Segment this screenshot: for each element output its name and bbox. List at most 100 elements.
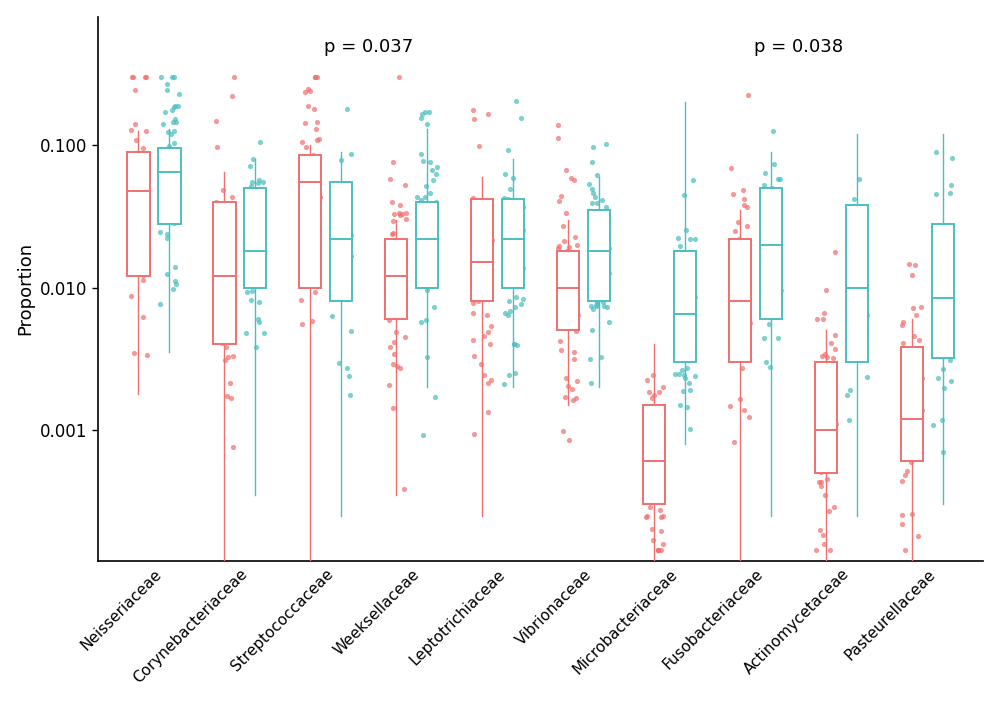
Point: [687, 370, 703, 382]
Point: [943, 326, 959, 337]
Point: [756, 179, 772, 191]
Point: [938, 288, 954, 299]
Point: [137, 199, 153, 210]
Point: [739, 315, 755, 326]
Point: [673, 324, 689, 335]
Point: [208, 273, 224, 285]
Point: [564, 309, 580, 321]
Point: [653, 544, 669, 555]
Point: [300, 100, 316, 111]
Point: [652, 504, 668, 515]
Point: [937, 279, 953, 290]
Point: [907, 260, 923, 271]
Point: [418, 280, 434, 291]
Point: [338, 189, 354, 200]
Point: [207, 240, 223, 252]
Point: [122, 182, 138, 193]
Point: [415, 155, 431, 166]
Point: [944, 152, 960, 163]
Point: [397, 331, 413, 342]
Point: [212, 327, 228, 338]
Point: [636, 406, 652, 417]
Point: [558, 259, 574, 270]
Point: [754, 259, 770, 270]
Point: [766, 158, 782, 169]
Point: [598, 202, 614, 213]
Point: [679, 337, 695, 348]
Point: [677, 373, 693, 384]
Point: [894, 476, 910, 487]
Point: [224, 90, 240, 101]
Point: [220, 326, 236, 337]
Point: [515, 263, 531, 274]
Point: [340, 243, 356, 254]
Point: [909, 364, 925, 375]
Point: [301, 262, 317, 273]
Point: [685, 323, 701, 335]
Point: [422, 225, 438, 236]
Bar: [557, 251, 579, 330]
Point: [654, 423, 670, 434]
Point: [896, 391, 912, 402]
Point: [417, 191, 433, 202]
Point: [385, 402, 401, 413]
Point: [903, 367, 919, 378]
Point: [333, 191, 349, 202]
Point: [166, 217, 182, 228]
Point: [161, 141, 177, 152]
Point: [682, 423, 698, 434]
Point: [398, 207, 414, 219]
Point: [253, 219, 269, 231]
Point: [653, 525, 669, 536]
Point: [125, 72, 141, 83]
Point: [550, 243, 566, 254]
Point: [308, 123, 324, 134]
Point: [465, 335, 481, 346]
Point: [503, 219, 519, 231]
Point: [934, 271, 950, 282]
Point: [391, 236, 407, 247]
Point: [938, 243, 954, 254]
Point: [764, 187, 780, 198]
Point: [159, 79, 175, 90]
Point: [218, 342, 234, 353]
Point: [687, 233, 703, 245]
Point: [164, 72, 180, 83]
Point: [674, 310, 690, 321]
Point: [513, 246, 529, 257]
Point: [568, 392, 584, 404]
Point: [670, 233, 686, 244]
Bar: [932, 224, 954, 358]
Point: [895, 316, 911, 328]
Point: [558, 207, 574, 219]
Point: [136, 266, 152, 277]
Point: [331, 250, 347, 261]
Point: [589, 296, 605, 307]
Point: [217, 310, 233, 321]
Point: [768, 209, 784, 220]
Point: [496, 193, 512, 204]
Point: [858, 323, 874, 334]
Point: [153, 165, 169, 176]
Point: [207, 314, 223, 325]
Point: [585, 212, 601, 223]
Point: [294, 136, 310, 148]
Point: [500, 310, 516, 321]
Point: [567, 293, 583, 304]
Point: [846, 244, 862, 255]
Point: [851, 174, 867, 185]
Point: [730, 323, 746, 334]
Point: [740, 89, 756, 101]
Point: [587, 191, 603, 202]
Point: [127, 254, 143, 266]
Point: [741, 411, 757, 423]
Point: [250, 195, 266, 207]
Point: [255, 176, 271, 188]
Point: [496, 378, 512, 389]
Point: [569, 240, 585, 251]
Point: [937, 286, 953, 297]
Point: [651, 468, 667, 479]
Point: [739, 221, 755, 232]
Point: [424, 199, 440, 210]
Point: [339, 223, 355, 234]
